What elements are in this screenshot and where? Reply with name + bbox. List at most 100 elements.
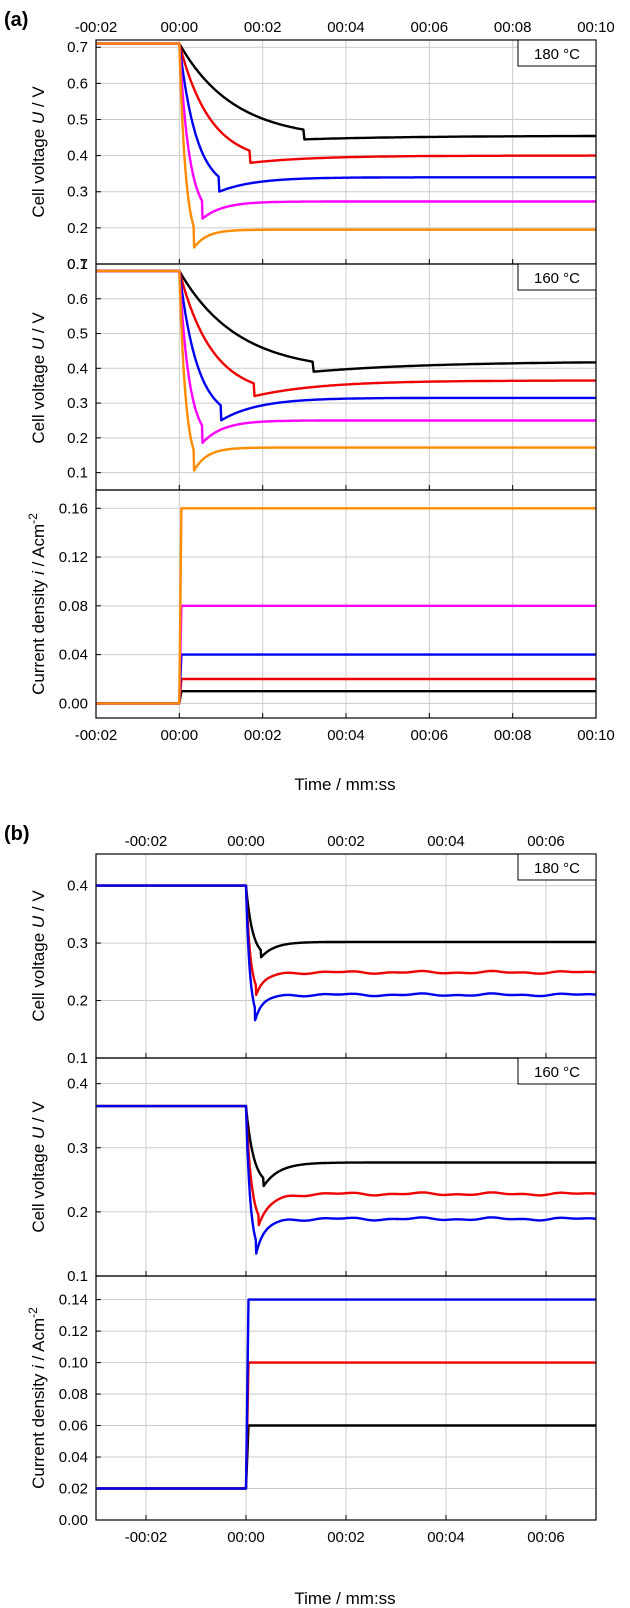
series-line-4 — [96, 269, 596, 444]
y-tick-label: 0.5 — [67, 111, 88, 128]
x-tick-label: 00:02 — [244, 19, 282, 36]
y-axis-title: Current density i / Acm-2 — [26, 513, 48, 695]
series-line-4 — [96, 42, 596, 220]
y-tick-label: 0.16 — [59, 500, 88, 517]
y-axis-title: Cell voltage U / V — [29, 1101, 48, 1233]
subplot-5: 0.1 0.2 0.3 0.4 160 °C Cell voltage U / V — [29, 1057, 597, 1285]
x-tick-label: 00:06 — [411, 727, 449, 744]
temperature-label: 180 °C — [534, 860, 580, 877]
x-axis-title-a: Time / mm:ss — [294, 775, 395, 794]
x-tick-label: 00:10 — [577, 19, 615, 36]
y-tick-label: 0.04 — [59, 647, 88, 664]
y-tick-label: 0.4 — [67, 1076, 88, 1093]
x-tick-label: 00:00 — [227, 1529, 265, 1546]
plot-frame — [95, 1275, 597, 1521]
y-tick-label: 0.08 — [59, 1386, 88, 1403]
panel-a-label: (a) — [4, 9, 28, 31]
y-tick-label: 0.3 — [67, 935, 88, 952]
y-tick-label: 0.4 — [67, 360, 88, 377]
series-line-5 — [96, 269, 596, 472]
y-tick-label: 0.1 — [67, 1268, 88, 1285]
y-tick-label: 0.6 — [67, 291, 88, 308]
temperature-label: 160 °C — [534, 1064, 580, 1081]
x-tick-label: 00:04 — [327, 727, 365, 744]
subplot-3: -00:02 00:00 00:02 00:04 00:06 00:08 00:10 0.00… — [26, 489, 615, 744]
temperature-box — [517, 263, 597, 291]
x-tick-label: 00:08 — [494, 727, 532, 744]
y-tick-label: 0.10 — [59, 1355, 88, 1372]
subplot-4: -00:02 00:00 00:02 00:04 00:06 0.1 0.2 0.3 0.4 18… — [29, 833, 597, 1067]
x-tick-label: 00:02 — [244, 727, 282, 744]
subplot-1: -00:02 00:00 00:02 00:04 00:06 00:08 00:100.10… — [29, 19, 615, 273]
y-tick-label: 0.1 — [67, 465, 88, 482]
panel-b-label: (b) — [4, 823, 30, 845]
y-tick-label: 0.4 — [67, 878, 88, 895]
x-tick-label: 00:00 — [161, 19, 199, 36]
series-line-1 — [96, 1104, 596, 1188]
x-tick-label: 00:06 — [527, 833, 565, 850]
y-tick-label: 0.3 — [67, 184, 88, 201]
y-tick-label: 0.02 — [59, 1481, 88, 1498]
y-axis-title: Cell voltage U / V — [29, 312, 48, 444]
y-axis-title: Cell voltage U / V — [29, 86, 48, 218]
x-tick-label: -00:02 — [125, 833, 168, 850]
x-tick-label: 00:04 — [427, 1529, 465, 1546]
y-tick-label: 0.2 — [67, 430, 88, 447]
series-line-5 — [96, 507, 596, 705]
y-tick-label: 0.04 — [59, 1449, 88, 1466]
temperature-box — [517, 1057, 597, 1085]
y-tick-label: 0.3 — [67, 1140, 88, 1157]
y-tick-label: 0.6 — [67, 75, 88, 92]
y-axis-title: Current density i / Acm-2 — [26, 1307, 48, 1489]
series-line-1 — [96, 42, 596, 141]
y-tick-label: 0.12 — [59, 1323, 88, 1340]
x-axis-title-b: Time / mm:ss — [294, 1589, 395, 1608]
y-tick-label: 0.12 — [59, 549, 88, 566]
x-tick-label: 00:00 — [161, 727, 199, 744]
x-tick-label: 00:02 — [327, 1529, 365, 1546]
x-tick-label: -00:02 — [75, 727, 118, 744]
y-tick-label: 0.5 — [67, 326, 88, 343]
plot-frame — [95, 489, 597, 719]
y-tick-label: 0.3 — [67, 395, 88, 412]
y-tick-label: 0.00 — [59, 695, 88, 712]
series-line-2 — [96, 269, 596, 398]
series-line-2 — [96, 884, 597, 997]
series-line-1 — [96, 884, 596, 959]
y-tick-label: 0.1 — [67, 256, 88, 273]
x-tick-label: 00:06 — [527, 1529, 565, 1546]
x-tick-label: -00:02 — [75, 19, 118, 36]
subplot-6: -00:02 00:00 00:02 00:04 00:06 0.00 0.02 0.04 0.… — [26, 1275, 597, 1546]
x-tick-label: 00:00 — [227, 833, 265, 850]
y-tick-label: 0.2 — [67, 993, 88, 1010]
x-tick-label: 00:04 — [427, 833, 465, 850]
y-tick-label: 0.06 — [59, 1418, 88, 1435]
temperature-box — [517, 853, 597, 881]
y-tick-label: 0.00 — [59, 1512, 88, 1529]
subplot-2: 0.1 0.2 0.3 0.4 0.5 0.6 0.7 160 °C Cell voltage … — [29, 256, 597, 491]
y-tick-label: 0.14 — [59, 1292, 88, 1309]
temperature-box — [517, 39, 597, 67]
series-line-3 — [96, 1298, 596, 1490]
y-tick-label: 0.2 — [67, 1204, 88, 1221]
series-line-5 — [96, 42, 596, 249]
series-line-2 — [96, 1104, 597, 1227]
series-line-3 — [96, 269, 596, 422]
y-tick-label: 0.1 — [67, 1050, 88, 1067]
x-tick-label: -00:02 — [125, 1529, 168, 1546]
x-tick-label: 00:04 — [327, 19, 365, 36]
series-line-3 — [96, 884, 597, 1022]
y-tick-label: 0.7 — [67, 39, 88, 56]
y-axis-title: Cell voltage U / V — [29, 890, 48, 1022]
y-tick-label: 0.4 — [67, 148, 88, 165]
temperature-label: 180 °C — [534, 46, 580, 63]
y-tick-label: 0.7 — [67, 256, 88, 273]
temperature-label: 160 °C — [534, 270, 580, 287]
x-tick-label: 00:10 — [577, 727, 615, 744]
series-line-3 — [96, 1104, 597, 1255]
series-line-2 — [96, 42, 596, 164]
y-tick-label: 0.2 — [67, 220, 88, 237]
x-tick-label: 00:08 — [494, 19, 532, 36]
x-tick-label: 00:02 — [327, 833, 365, 850]
